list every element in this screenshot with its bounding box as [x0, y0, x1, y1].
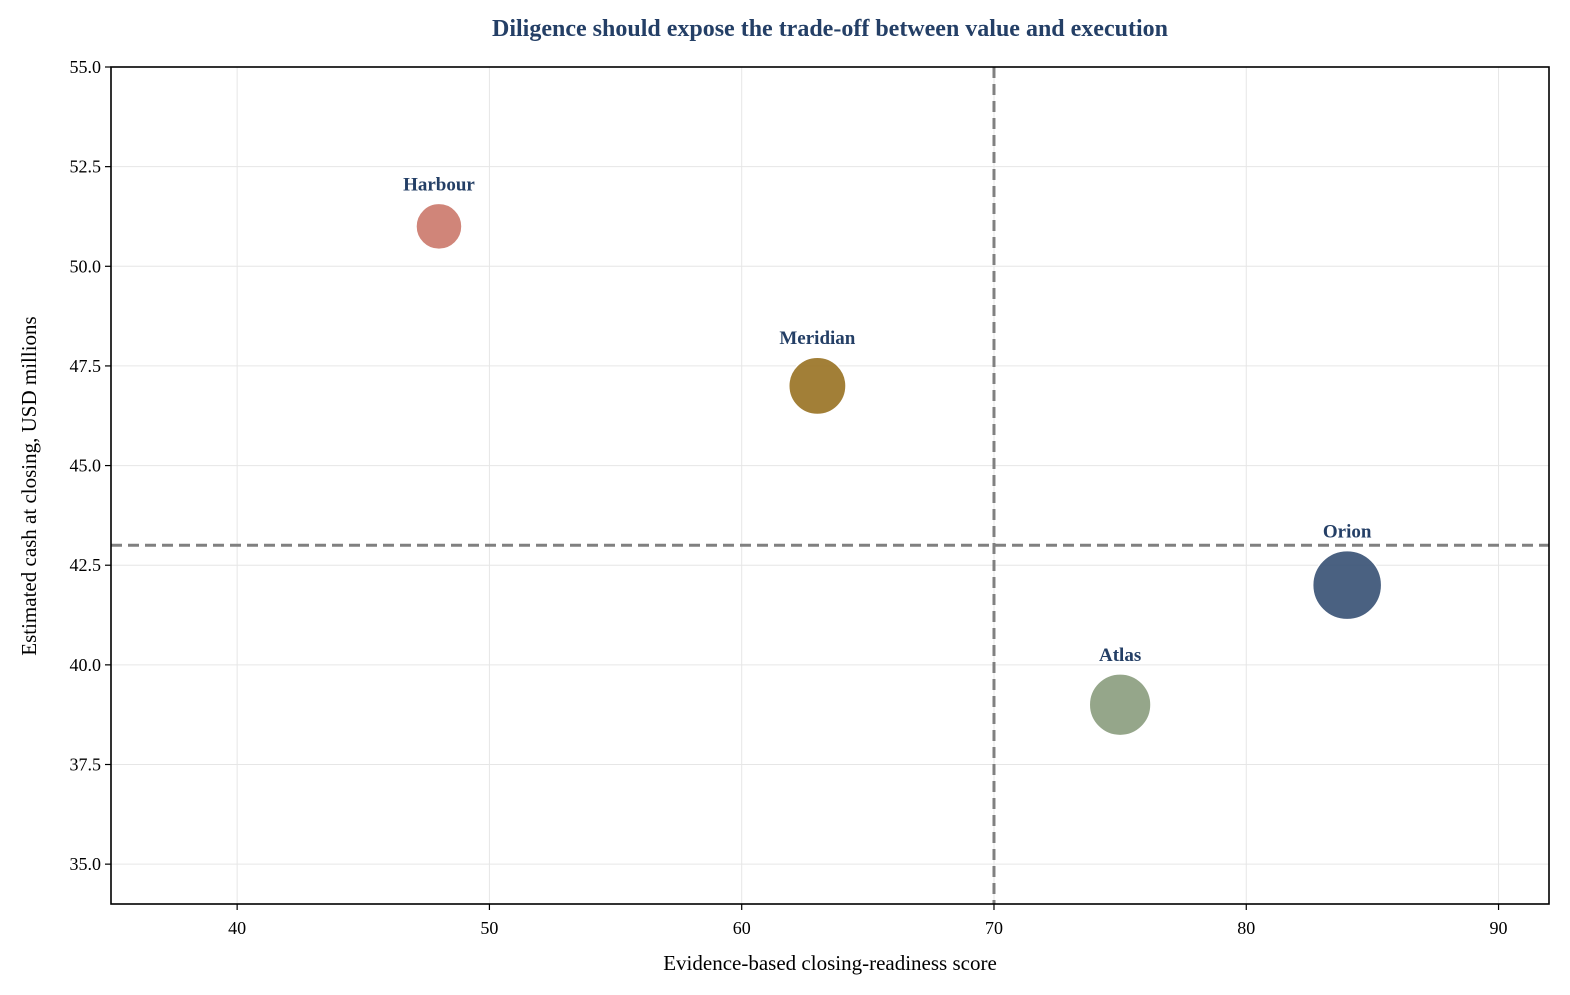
y-tick-label: 50.0: [70, 256, 102, 276]
point-labels: Harbour Meridian Atlas Orion: [403, 174, 1372, 665]
y-tick-label: 55.0: [70, 57, 102, 77]
x-tick-label: 40: [228, 918, 246, 938]
y-tick-label: 35.0: [70, 854, 102, 874]
y-tick-label: 45.0: [70, 456, 102, 476]
point-label: Orion: [1323, 522, 1372, 543]
y-tick-label: 42.5: [70, 555, 102, 575]
x-tick-label: 60: [733, 918, 751, 938]
x-axis-label: Evidence-based closing-readiness score: [663, 951, 997, 975]
x-tick-label: 70: [985, 918, 1003, 938]
data-point: [1088, 673, 1152, 737]
x-tick-label: 50: [480, 918, 498, 938]
point-label: Harbour: [403, 174, 475, 195]
x-tick-label: 90: [1490, 918, 1508, 938]
y-tick-label: 52.5: [70, 157, 102, 177]
data-point: [415, 202, 463, 251]
y-tick-label: 37.5: [70, 755, 102, 775]
y-tick-label: 47.5: [70, 356, 102, 376]
plot-frame: [110, 66, 1550, 905]
data-points: [415, 202, 1383, 737]
chart-title: Diligence should expose the trade-off be…: [492, 16, 1168, 42]
x-tick-label: 80: [1237, 918, 1255, 938]
y-axis-label: Estimated cash at closing, USD millions: [17, 316, 41, 655]
point-label: Meridian: [779, 328, 855, 349]
reference-lines: [111, 67, 1549, 904]
y-axis-ticks: 35.0 37.5 40.0 42.5 45.0 47.5 50.0 52.5 55.0: [70, 57, 111, 874]
data-point: [788, 356, 847, 416]
point-label: Atlas: [1099, 645, 1141, 666]
grid: [111, 66, 1549, 904]
x-axis-ticks: 40 50 60 70 80 90: [228, 904, 1508, 938]
y-tick-label: 40.0: [70, 655, 102, 675]
data-point: [1311, 549, 1383, 621]
